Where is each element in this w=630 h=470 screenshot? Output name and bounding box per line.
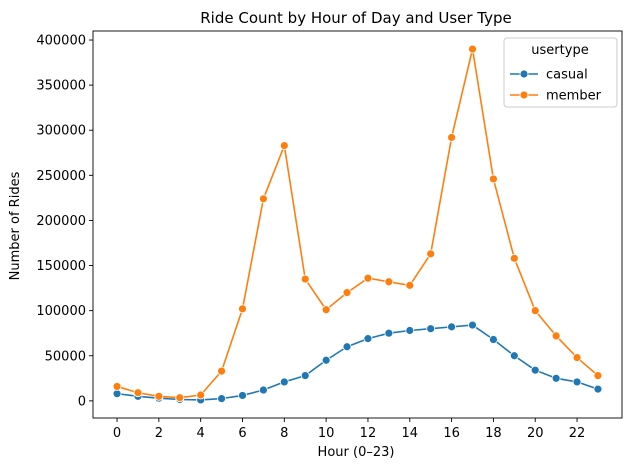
data-point-member-11 bbox=[342, 288, 352, 298]
legend-marker-casual bbox=[519, 69, 529, 79]
chart-title: Ride Count by Hour of Day and User Type bbox=[200, 9, 512, 27]
data-point-member-13 bbox=[384, 277, 394, 287]
data-point-member-18 bbox=[489, 174, 498, 184]
data-point-casual-17 bbox=[468, 320, 477, 330]
x-tick-label: 6 bbox=[238, 426, 246, 441]
series-line-casual bbox=[116, 324, 599, 401]
x-tick-label: 18 bbox=[485, 426, 502, 441]
data-point-member-5 bbox=[217, 366, 226, 376]
data-point-member-8 bbox=[279, 141, 289, 150]
data-point-casual-9 bbox=[300, 371, 310, 381]
data-point-member-22 bbox=[572, 353, 582, 362]
x-tick-label: 22 bbox=[569, 426, 586, 441]
data-point-member-17 bbox=[468, 44, 477, 54]
data-point-member-9 bbox=[300, 274, 310, 284]
data-point-member-16 bbox=[447, 133, 456, 142]
data-point-casual-8 bbox=[279, 377, 289, 387]
y-tick-label: 50000 bbox=[45, 349, 86, 364]
y-tick-label: 100000 bbox=[36, 304, 86, 319]
axes-frame bbox=[92, 30, 623, 419]
data-point-member-21 bbox=[551, 331, 561, 341]
legend-marker-member bbox=[519, 90, 529, 100]
legend-label-casual: casual bbox=[546, 68, 588, 83]
data-point-casual-7 bbox=[259, 385, 268, 395]
x-tick-label: 0 bbox=[113, 426, 121, 441]
data-point-member-23 bbox=[593, 371, 603, 381]
data-point-member-3 bbox=[175, 393, 185, 403]
y-tick-label: 300000 bbox=[36, 124, 86, 139]
data-point-casual-20 bbox=[530, 365, 540, 375]
x-tick-label: 2 bbox=[155, 426, 163, 441]
data-point-member-2 bbox=[154, 391, 164, 401]
y-tick-label: 200000 bbox=[36, 214, 86, 229]
data-point-casual-11 bbox=[342, 342, 352, 352]
data-point-member-14 bbox=[405, 280, 415, 290]
data-point-member-12 bbox=[363, 273, 373, 283]
legend: usertype casual member bbox=[503, 37, 618, 108]
x-tick-label: 16 bbox=[443, 426, 460, 441]
data-point-casual-14 bbox=[405, 326, 415, 335]
data-point-member-19 bbox=[509, 253, 519, 263]
data-point-casual-0 bbox=[112, 389, 122, 399]
data-point-member-0 bbox=[112, 382, 122, 391]
data-point-member-20 bbox=[530, 306, 540, 316]
data-point-casual-21 bbox=[551, 373, 561, 383]
data-point-member-7 bbox=[259, 194, 268, 204]
data-point-member-4 bbox=[196, 390, 206, 400]
legend-title: usertype bbox=[531, 43, 588, 58]
legend-frame bbox=[503, 37, 618, 108]
x-tick-label: 4 bbox=[197, 426, 205, 441]
y-tick-label: 250000 bbox=[36, 169, 86, 184]
legend-label-member: member bbox=[546, 89, 602, 104]
data-point-member-6 bbox=[238, 304, 247, 314]
data-point-casual-10 bbox=[321, 355, 331, 365]
data-point-casual-22 bbox=[572, 377, 582, 387]
data-point-casual-5 bbox=[217, 394, 226, 404]
x-axis-label: Hour (0–23) bbox=[318, 445, 395, 460]
data-point-casual-19 bbox=[509, 351, 519, 361]
data-point-member-1 bbox=[133, 388, 143, 398]
plot-area: 0 2 4 6 8 10 12 14 16 18 20 22 0 50000 100000 150000 200… bbox=[36, 30, 623, 441]
x-tick-label: 8 bbox=[280, 426, 288, 441]
data-point-casual-18 bbox=[489, 335, 498, 344]
data-point-member-15 bbox=[426, 249, 436, 259]
data-point-casual-13 bbox=[384, 328, 394, 338]
x-tick-label: 10 bbox=[318, 426, 335, 441]
data-point-casual-6 bbox=[238, 391, 247, 400]
data-point-casual-12 bbox=[363, 334, 373, 344]
y-tick-label: 0 bbox=[78, 394, 86, 409]
x-tick-label: 20 bbox=[527, 426, 544, 441]
data-point-member-10 bbox=[321, 305, 331, 315]
y-axis-label: Number of Rides bbox=[8, 171, 23, 280]
x-tick-label: 12 bbox=[360, 426, 377, 441]
x-tick-label: 14 bbox=[401, 426, 418, 441]
y-tick-label: 400000 bbox=[36, 34, 86, 49]
data-point-casual-15 bbox=[426, 324, 436, 334]
y-tick-label: 150000 bbox=[36, 259, 86, 274]
data-point-casual-16 bbox=[447, 322, 456, 332]
data-point-casual-23 bbox=[593, 384, 603, 394]
y-tick-label: 350000 bbox=[36, 79, 86, 94]
